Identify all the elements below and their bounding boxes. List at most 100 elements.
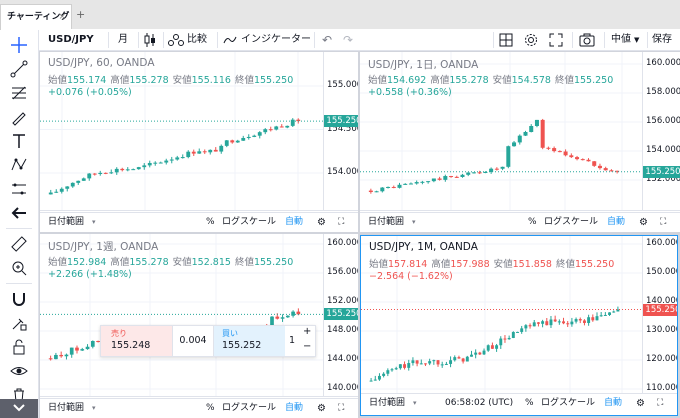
candle-body <box>512 142 517 147</box>
auto-scale-toggle[interactable]: 自動 <box>604 398 623 408</box>
chart-panel-1w[interactable]: USD/JPY, 1週, OANDA 始値152.984 高値155.278 安値15… <box>40 234 358 418</box>
quantity-plus-button[interactable]: + <box>303 326 312 337</box>
settings-icon[interactable]: ⚙ <box>639 217 648 228</box>
lock-icon[interactable] <box>10 338 28 356</box>
compare-button[interactable]: 比較 <box>187 34 207 45</box>
compare-icon[interactable] <box>168 33 184 55</box>
chart-title[interactable]: USD/JPY, 1M, OANDA <box>369 241 478 253</box>
settings-icon[interactable]: ⚙ <box>317 403 326 414</box>
price-plot[interactable] <box>360 52 642 210</box>
candle-body <box>235 140 240 143</box>
candle-body <box>612 311 616 313</box>
buy-button[interactable]: 買い 155.252 <box>213 326 285 356</box>
candle-body <box>471 172 476 174</box>
layout-icon[interactable] <box>499 33 513 55</box>
ohlc-label: 安値 <box>172 75 192 86</box>
log-scale-toggle[interactable]: ログスケール <box>222 403 277 413</box>
tab-charting[interactable]: チャーティング × <box>0 4 72 30</box>
fullscreen-icon[interactable] <box>549 33 563 55</box>
auto-scale-toggle[interactable]: 自動 <box>607 217 626 227</box>
percent-toggle[interactable]: % <box>528 217 537 227</box>
auto-scale-toggle[interactable]: 自動 <box>285 217 304 227</box>
chevron-down-icon[interactable]: ▾ <box>412 218 416 226</box>
quantity-minus-button[interactable]: − <box>303 341 312 352</box>
chart-title[interactable]: USD/JPY, 60, OANDA <box>48 57 155 69</box>
sell-button[interactable]: 売り 155.248 <box>101 326 173 356</box>
prediction-icon[interactable] <box>10 180 28 198</box>
brush-icon[interactable] <box>10 108 28 126</box>
chart-panel-60m[interactable]: USD/JPY, 60, OANDA 始値155.174 高値155.278 安値15… <box>40 52 358 232</box>
indicators-button[interactable]: インジケーター <box>241 34 311 45</box>
candle-body <box>147 162 152 166</box>
fullscreen-icon[interactable]: ⛶ <box>338 403 345 413</box>
text-icon[interactable] <box>10 132 28 150</box>
ohlc-legend: 始値157.814 高値157.988 安値151.858 終値155.250 <box>369 256 618 270</box>
candle-body <box>489 168 494 173</box>
undo-icon[interactable]: ↶ <box>322 33 333 47</box>
fib-retracement-icon[interactable] <box>10 84 28 102</box>
close-icon[interactable]: × <box>58 12 66 22</box>
candle-body <box>457 357 461 359</box>
date-range-button[interactable]: 日付範囲 <box>368 217 405 227</box>
date-range-button[interactable]: 日付範囲 <box>48 217 85 227</box>
chevron-down-icon[interactable]: ▾ <box>413 399 417 407</box>
percent-toggle[interactable]: % <box>206 217 215 227</box>
interval-button[interactable]: 月 <box>118 34 128 45</box>
candle-body <box>69 347 74 355</box>
top-toolbar: USD/JPY 月 比較 インジケーター ↶ ↷ 中値 ▼ 保存 <box>39 29 680 51</box>
crosshair-icon[interactable] <box>10 36 28 54</box>
settings-icon[interactable]: ⚙ <box>317 217 326 228</box>
chart-title[interactable]: USD/JPY, 1週, OANDA <box>48 241 159 253</box>
fullscreen-icon[interactable]: ⛶ <box>660 217 667 227</box>
quantity-input[interactable]: 1 <box>289 335 296 346</box>
camera-icon[interactable] <box>579 33 595 55</box>
ruler-icon[interactable] <box>10 235 28 253</box>
redo-icon[interactable]: ↷ <box>343 33 354 47</box>
chevron-down-icon[interactable]: ▾ <box>92 218 96 226</box>
fullscreen-icon[interactable]: ⛶ <box>338 217 345 227</box>
candle-body <box>495 345 499 349</box>
indicators-icon[interactable] <box>223 35 237 57</box>
log-scale-toggle[interactable]: ログスケール <box>544 217 599 227</box>
settings-icon[interactable] <box>524 33 538 55</box>
price-plot[interactable] <box>40 52 323 210</box>
symbol-search-button[interactable]: USD/JPY <box>48 34 94 45</box>
magnet-icon[interactable] <box>10 290 28 308</box>
trendline-icon[interactable] <box>10 60 28 78</box>
add-tab-icon[interactable]: + <box>76 8 86 21</box>
log-scale-toggle[interactable]: ログスケール <box>222 217 277 227</box>
save-button[interactable]: 保存 <box>652 34 672 45</box>
log-scale-toggle[interactable]: ログスケール <box>541 398 596 408</box>
price-tick-label: 144.000 <box>327 354 358 364</box>
percent-toggle[interactable]: % <box>525 398 534 408</box>
chart-panel-1m[interactable]: USD/JPY, 1M, OANDA 始値157.814 高値157.988 安値15… <box>360 235 678 416</box>
lock-drawing-icon[interactable] <box>10 314 28 332</box>
arrow-left-icon[interactable] <box>10 204 28 222</box>
chevron-down-icon[interactable]: ▾ <box>92 404 96 412</box>
percent-toggle[interactable]: % <box>206 403 215 413</box>
date-range-button[interactable]: 日付範囲 <box>369 398 406 408</box>
settings-icon[interactable]: ⚙ <box>636 398 645 409</box>
price-type-select[interactable]: 中値 ▼ <box>611 29 639 51</box>
collapse-toolbar-button[interactable] <box>0 399 38 418</box>
ohlc-legend: 始値155.174 高値155.278 安値155.116 終値155.250 <box>48 72 297 86</box>
candle-body <box>142 165 147 168</box>
zoom-in-icon[interactable] <box>10 259 28 277</box>
chart-panel-1d[interactable]: USD/JPY, 1日, OANDA 始値154.692 高値155.278 安値15… <box>360 52 680 232</box>
ohlc-label: 高値 <box>430 75 450 86</box>
candle-body <box>120 168 125 171</box>
candle-body <box>454 176 459 178</box>
price-plot[interactable] <box>361 236 642 394</box>
auto-scale-toggle[interactable]: 自動 <box>285 403 304 413</box>
candle-style-icon[interactable] <box>143 32 157 54</box>
candle-body <box>96 341 100 343</box>
candle-body <box>64 354 69 357</box>
candle-body <box>460 174 465 177</box>
fullscreen-icon[interactable]: ⛶ <box>657 398 664 408</box>
ohlc-label: 高値 <box>431 259 451 270</box>
chart-title[interactable]: USD/JPY, 1日, OANDA <box>368 59 479 71</box>
pattern-icon[interactable] <box>10 156 28 174</box>
eye-icon[interactable] <box>10 362 28 380</box>
date-range-button[interactable]: 日付範囲 <box>48 403 85 413</box>
candle-body <box>536 322 540 324</box>
